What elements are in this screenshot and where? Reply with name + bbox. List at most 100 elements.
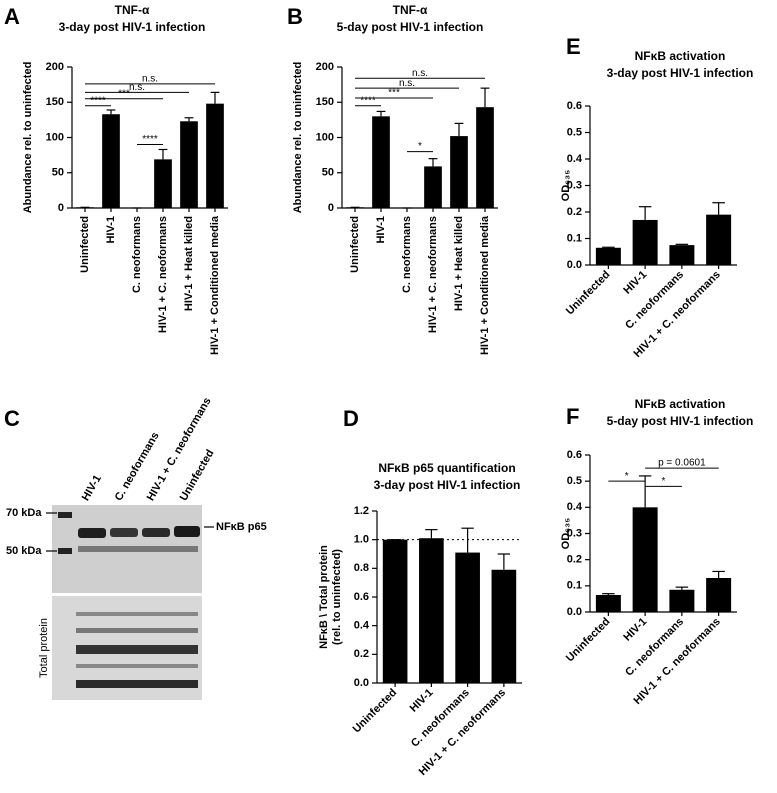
y-axis-label: OD₆₃₅ bbox=[560, 518, 572, 550]
blot-band bbox=[78, 546, 198, 552]
blot-band bbox=[76, 645, 198, 654]
bar bbox=[706, 214, 732, 265]
y-tick-label: 0.2 bbox=[567, 554, 582, 566]
significance-label: n.s. bbox=[412, 68, 428, 79]
significance-label: *** bbox=[388, 88, 400, 99]
y-tick-label: 0.8 bbox=[354, 562, 369, 574]
x-tick-label: HIV-1 bbox=[105, 216, 117, 244]
x-tick-label: HIV-1 bbox=[621, 616, 649, 644]
y-tick-label: 200 bbox=[316, 61, 334, 73]
x-tick-label: Uninfected bbox=[79, 216, 91, 273]
significance-label: p = 0.0601 bbox=[658, 458, 706, 469]
y-tick-label: 0.0 bbox=[567, 259, 582, 271]
chart-subtitle: 3-day post HIV-1 infection bbox=[59, 20, 206, 34]
x-tick-label: C. neoformans bbox=[401, 216, 413, 293]
bar bbox=[419, 538, 444, 683]
chart-subtitle: 3-day post HIV-1 infection bbox=[607, 66, 754, 80]
significance-label: n.s. bbox=[129, 82, 145, 93]
chart-title: TNF-α bbox=[115, 3, 150, 17]
blot-band bbox=[174, 526, 200, 537]
y-tick-label: 0.4 bbox=[354, 620, 370, 632]
y-tick-label: 0.0 bbox=[567, 606, 582, 618]
y-tick-label: 0 bbox=[58, 202, 64, 214]
panel-letter: B bbox=[287, 4, 303, 29]
blot-band bbox=[110, 528, 138, 537]
x-tick-label: HIV-1 bbox=[621, 269, 649, 297]
y-tick-label: 1.2 bbox=[354, 505, 369, 517]
blot-band bbox=[78, 528, 106, 538]
bar bbox=[206, 103, 224, 208]
significance-label: *** bbox=[118, 88, 130, 99]
y-tick-label: 1.0 bbox=[354, 534, 369, 546]
panel-letter: F bbox=[566, 404, 579, 429]
ladder-band bbox=[58, 548, 72, 554]
x-tick-label: HIV-1 bbox=[375, 216, 387, 244]
chart-title: NFκB activation bbox=[635, 397, 726, 411]
y-tick-label: 0.4 bbox=[567, 153, 583, 165]
y-axis-label: Abundance rel. to uninfected bbox=[22, 62, 34, 214]
bar bbox=[102, 114, 120, 208]
x-tick-label: Uninfected bbox=[564, 269, 613, 318]
chart-subtitle: 5-day post HIV-1 infection bbox=[337, 20, 484, 34]
x-tick-label: HIV-1 bbox=[408, 687, 436, 715]
y-tick-label: 100 bbox=[316, 131, 334, 143]
blot-band bbox=[76, 664, 198, 668]
significance-label: * bbox=[418, 141, 422, 152]
y-axis-label: (rel. to uninfected) bbox=[331, 549, 343, 645]
panel-letter: D bbox=[343, 406, 359, 431]
bar bbox=[180, 121, 198, 208]
lower-label: Total protein bbox=[38, 618, 50, 678]
bar bbox=[154, 159, 172, 208]
lane-label: HIV-1 + C. neoformans bbox=[145, 396, 214, 503]
significance-label: **** bbox=[360, 95, 376, 106]
significance-label: * bbox=[625, 471, 629, 482]
y-tick-label: 0.2 bbox=[567, 206, 582, 218]
bar bbox=[455, 552, 480, 683]
significance-label: n.s. bbox=[142, 74, 158, 85]
bar bbox=[669, 589, 695, 612]
y-axis-label: Abundance rel. to uninfected bbox=[292, 62, 304, 214]
y-tick-label: 0.3 bbox=[567, 179, 582, 191]
lane-label: Uninfected bbox=[178, 448, 217, 503]
y-tick-label: 50 bbox=[52, 167, 64, 179]
y-tick-label: 50 bbox=[322, 167, 334, 179]
y-tick-label: 0.0 bbox=[354, 677, 369, 689]
y-tick-label: 0.3 bbox=[567, 527, 582, 539]
marker-label: 70 kDa bbox=[6, 507, 42, 519]
y-tick-label: 0.6 bbox=[567, 449, 582, 461]
x-tick-label: HIV-1 + C. neoformans bbox=[157, 216, 169, 333]
band-label: NFκB p65 bbox=[216, 521, 267, 533]
blot-band bbox=[76, 628, 198, 633]
x-tick-label: HIV-1 + Heat killed bbox=[183, 216, 195, 311]
bar bbox=[476, 107, 494, 208]
y-tick-label: 0.5 bbox=[567, 475, 582, 487]
x-tick-label: HIV-1 + Conditioned media bbox=[479, 215, 491, 355]
blot-panel: C HIV-1 C. neoformans HIV-1 + C. neoform… bbox=[4, 396, 267, 700]
significance-label: n.s. bbox=[399, 78, 415, 89]
chart-subtitle: 3-day post HIV-1 infection bbox=[374, 478, 521, 492]
bar bbox=[632, 507, 658, 612]
bar bbox=[382, 539, 408, 683]
y-axis-label: NFκB \ Total protein bbox=[318, 545, 330, 649]
blot-band bbox=[76, 680, 198, 688]
y-tick-label: 0.5 bbox=[567, 126, 582, 138]
x-tick-label: HIV-1 + Conditioned media bbox=[209, 215, 221, 355]
marker-label: 50 kDa bbox=[6, 545, 42, 557]
y-tick-label: 0 bbox=[328, 202, 334, 214]
x-tick-label: Uninfected bbox=[564, 616, 613, 665]
panel-letter: E bbox=[566, 34, 581, 59]
y-tick-label: 0.2 bbox=[354, 648, 369, 660]
y-tick-label: 100 bbox=[46, 131, 64, 143]
bar bbox=[595, 594, 621, 612]
y-tick-label: 150 bbox=[46, 96, 64, 108]
chart-subtitle: 5-day post HIV-1 infection bbox=[607, 414, 754, 428]
y-tick-label: 150 bbox=[316, 96, 334, 108]
x-tick-label: Uninfected bbox=[351, 687, 400, 736]
bar bbox=[632, 219, 658, 265]
y-tick-label: 0.6 bbox=[567, 100, 582, 112]
y-tick-label: 0.4 bbox=[567, 501, 583, 513]
ladder-band bbox=[58, 512, 72, 518]
bar bbox=[706, 577, 732, 612]
chart-title: NFκB activation bbox=[635, 49, 726, 63]
